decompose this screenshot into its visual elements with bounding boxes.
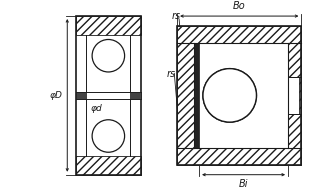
Text: φd: φd [91, 104, 103, 113]
Text: rs: rs [171, 11, 181, 21]
Bar [76, 92, 86, 99]
Circle shape [203, 69, 256, 122]
Bar [288, 43, 301, 148]
Circle shape [92, 120, 125, 152]
Bar [76, 16, 141, 175]
Text: Bi: Bi [239, 179, 248, 188]
Circle shape [203, 69, 256, 122]
Bar [177, 43, 194, 148]
Bar [76, 35, 141, 156]
Circle shape [92, 40, 125, 72]
Bar [76, 16, 141, 35]
Bar [177, 43, 301, 148]
Bar [194, 43, 199, 148]
Bar [177, 26, 301, 165]
Text: Bo: Bo [233, 1, 245, 11]
Bar [130, 92, 141, 99]
Bar [177, 26, 301, 43]
Bar [288, 77, 300, 114]
Bar [76, 156, 141, 175]
Text: φD: φD [49, 91, 62, 100]
Text: rs: rs [167, 69, 176, 79]
Bar [199, 43, 288, 148]
Bar [177, 148, 301, 165]
